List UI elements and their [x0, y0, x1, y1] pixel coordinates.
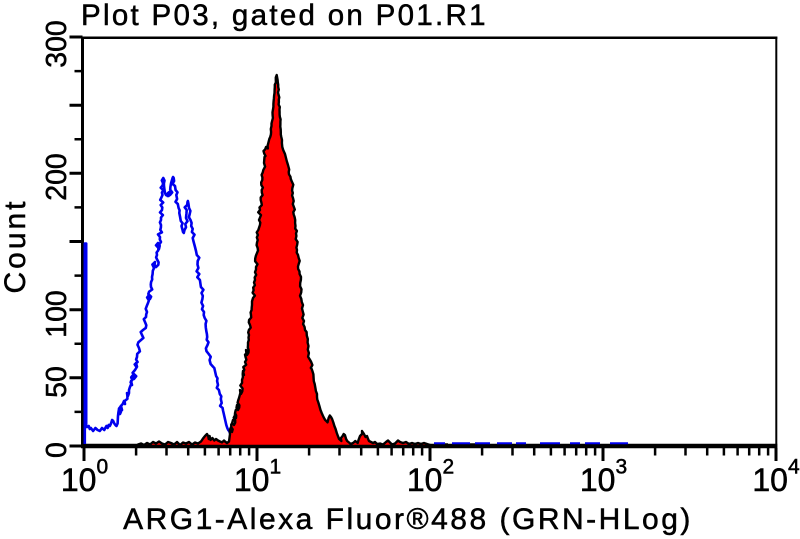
svg-text:200: 200	[41, 153, 73, 201]
svg-text:100: 100	[61, 456, 108, 499]
svg-text:300: 300	[41, 20, 73, 68]
svg-text:101: 101	[234, 456, 281, 499]
svg-text:Plot P03, gated on P01.R1: Plot P03, gated on P01.R1	[81, 0, 488, 32]
svg-text:Count: Count	[0, 198, 32, 293]
svg-text:104: 104	[752, 456, 800, 499]
svg-text:102: 102	[407, 456, 454, 499]
svg-text:103: 103	[580, 456, 627, 499]
svg-text:50: 50	[41, 366, 73, 398]
svg-text:100: 100	[41, 290, 73, 338]
svg-text:ARG1-Alexa Fluor®488 (GRN-HLog: ARG1-Alexa Fluor®488 (GRN-HLog)	[123, 503, 693, 536]
svg-text:0: 0	[41, 442, 73, 458]
